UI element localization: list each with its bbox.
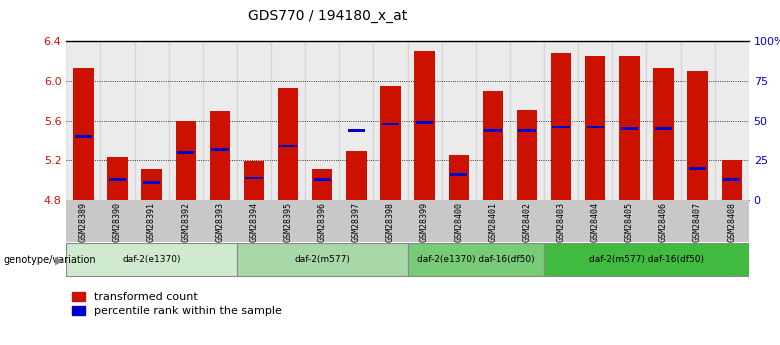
Text: GSM28399: GSM28399 (420, 202, 429, 242)
Bar (374, 41, 407, 200)
Text: GSM28398: GSM28398 (386, 202, 395, 242)
Bar (680, 41, 714, 200)
Bar (177, 151, 194, 154)
Text: GSM28395: GSM28395 (284, 202, 292, 242)
Bar (210, 111, 230, 200)
Bar (346, 151, 367, 200)
Bar (619, 56, 640, 200)
Bar (75, 135, 92, 138)
Bar (722, 160, 742, 200)
Bar (587, 126, 604, 128)
Bar (176, 121, 196, 200)
Bar (450, 174, 467, 176)
Bar (101, 41, 135, 200)
Bar (476, 41, 510, 200)
Bar (585, 56, 605, 200)
Bar (73, 68, 94, 200)
Bar (271, 41, 305, 200)
Bar (381, 123, 399, 125)
Bar (312, 169, 332, 200)
Text: daf-2(e1370) daf-16(df50): daf-2(e1370) daf-16(df50) (417, 255, 534, 264)
Bar (578, 41, 612, 200)
Bar (416, 121, 434, 124)
Bar (612, 41, 647, 200)
Bar (141, 169, 162, 200)
FancyBboxPatch shape (237, 243, 407, 276)
Text: GSM28397: GSM28397 (352, 202, 361, 242)
Bar (108, 178, 126, 181)
Bar (108, 157, 128, 200)
Bar (245, 177, 263, 179)
Text: GSM28400: GSM28400 (454, 202, 463, 242)
Text: genotype/variation: genotype/variation (4, 256, 97, 265)
Bar (168, 41, 203, 200)
Bar (484, 129, 502, 131)
Text: GDS770 / 194180_x_at: GDS770 / 194180_x_at (248, 9, 407, 23)
Bar (203, 41, 237, 200)
FancyBboxPatch shape (544, 243, 749, 276)
Bar (348, 129, 365, 131)
Text: GSM28403: GSM28403 (557, 202, 566, 242)
FancyBboxPatch shape (407, 243, 544, 276)
Bar (723, 178, 740, 181)
Bar (518, 129, 536, 131)
Bar (279, 145, 297, 147)
Bar (143, 181, 161, 184)
Text: GSM28390: GSM28390 (113, 202, 122, 242)
Bar (654, 127, 672, 130)
Bar (551, 53, 571, 200)
Bar (339, 41, 374, 200)
Bar (237, 41, 271, 200)
Bar (687, 71, 708, 200)
Bar (278, 88, 298, 200)
Bar (654, 68, 674, 200)
Text: GSM28406: GSM28406 (659, 202, 668, 242)
Text: GSM28407: GSM28407 (693, 202, 702, 242)
Bar (314, 178, 331, 181)
FancyBboxPatch shape (66, 243, 237, 276)
Bar (135, 41, 168, 200)
Bar (510, 41, 544, 200)
Bar (407, 41, 441, 200)
Bar (483, 91, 503, 200)
Bar (689, 167, 707, 170)
Text: daf-2(m577): daf-2(m577) (294, 255, 350, 264)
Legend: transformed count, percentile rank within the sample: transformed count, percentile rank withi… (72, 292, 282, 316)
Bar (552, 126, 570, 128)
Bar (66, 41, 101, 200)
Text: GSM28402: GSM28402 (523, 202, 531, 242)
Text: GSM28389: GSM28389 (79, 202, 88, 242)
Bar (647, 41, 680, 200)
Text: GSM28404: GSM28404 (590, 202, 600, 242)
Bar (244, 161, 264, 200)
Text: GSM28393: GSM28393 (215, 202, 225, 242)
Text: GSM28396: GSM28396 (317, 202, 327, 242)
Text: daf-2(e1370): daf-2(e1370) (122, 255, 181, 264)
Text: GSM28401: GSM28401 (488, 202, 498, 242)
Bar (516, 110, 537, 200)
Text: GSM28391: GSM28391 (147, 202, 156, 242)
Text: GSM28392: GSM28392 (181, 202, 190, 242)
Bar (714, 41, 749, 200)
Bar (211, 148, 229, 150)
Text: GSM28405: GSM28405 (625, 202, 634, 242)
Bar (621, 127, 638, 130)
Bar (544, 41, 578, 200)
Bar (414, 51, 435, 200)
Text: GSM28408: GSM28408 (727, 202, 736, 242)
Text: daf-2(m577) daf-16(df50): daf-2(m577) daf-16(df50) (589, 255, 704, 264)
Bar (448, 156, 469, 200)
Text: GSM28394: GSM28394 (250, 202, 258, 242)
Bar (305, 41, 339, 200)
Bar (441, 41, 476, 200)
Text: ▶: ▶ (55, 256, 64, 265)
Bar (381, 86, 401, 200)
